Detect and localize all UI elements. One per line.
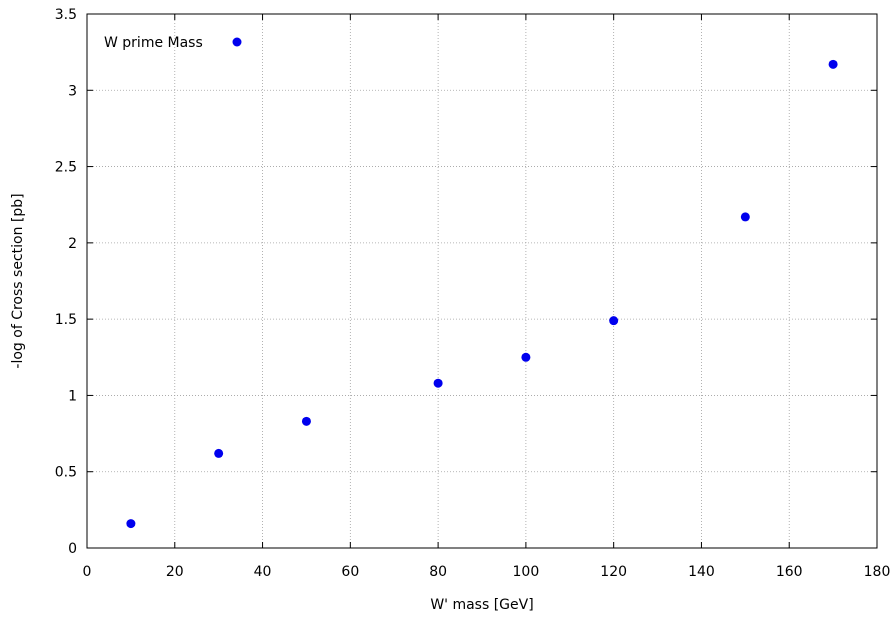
legend-marker [232, 37, 242, 47]
y-tick-label: 0 [68, 541, 77, 557]
y-tick-label: 3 [68, 83, 77, 99]
y-tick-label: 2 [68, 236, 77, 252]
x-tick-label: 80 [429, 564, 447, 580]
data-point [126, 519, 136, 529]
data-point [214, 448, 224, 458]
plot-frame [86, 13, 878, 549]
x-tick-label: 120 [600, 564, 627, 580]
x-tick-label: 0 [83, 564, 92, 580]
data-point [609, 316, 619, 326]
data-point [301, 416, 311, 426]
grid [87, 14, 877, 548]
data-points [126, 59, 838, 529]
data-point [433, 378, 443, 388]
x-tick-label: 100 [513, 564, 540, 580]
y-axis-title: -log of Cross section [pb] [10, 193, 26, 368]
y-tick-label: 2.5 [55, 160, 77, 176]
y-tick-label: 1 [68, 388, 77, 404]
x-tick-label: 40 [254, 564, 272, 580]
x-tick-label: 180 [864, 564, 891, 580]
data-point [521, 352, 531, 362]
y-tick-label: 1.5 [55, 312, 77, 328]
x-tick-label: 160 [776, 564, 803, 580]
data-point [828, 59, 838, 69]
axis-ticks [86, 13, 878, 549]
x-axis-title: W' mass [GeV] [430, 597, 533, 613]
y-tick-labels: 0 0.5 1 1.5 2 2.5 3 3.5 [55, 7, 77, 557]
y-tick-label: 0.5 [55, 465, 77, 481]
x-tick-label: 140 [688, 564, 715, 580]
x-tick-label: 60 [341, 564, 359, 580]
legend-label: W prime Mass [104, 35, 203, 51]
y-tick-label: 3.5 [55, 7, 77, 23]
x-tick-labels: 0 20 40 60 80 100 120 140 160 180 [83, 564, 891, 580]
data-point [740, 212, 750, 222]
legend: W prime Mass [104, 35, 242, 51]
x-tick-label: 20 [166, 564, 184, 580]
